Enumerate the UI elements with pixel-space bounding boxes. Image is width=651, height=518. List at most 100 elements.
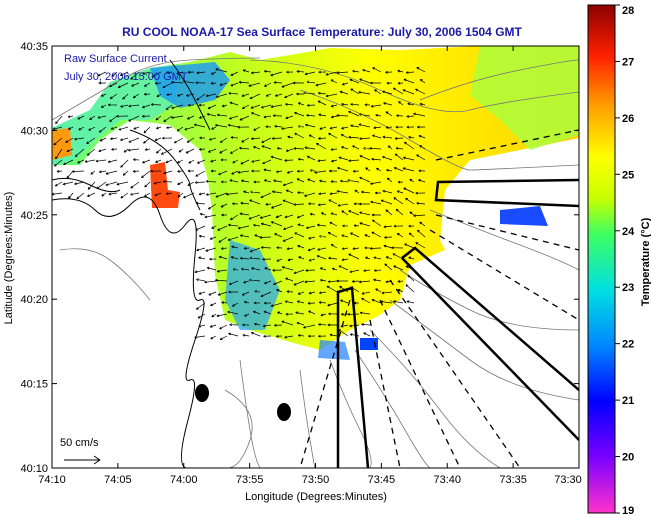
current-vector: [186, 93, 195, 97]
colorbar-tick-label: 27: [622, 56, 634, 68]
current-vector: [232, 302, 239, 307]
current-vector: [221, 213, 227, 217]
current-vector: [308, 202, 316, 206]
current-vector: [341, 234, 349, 238]
current-vector: [273, 280, 283, 286]
current-vector: [166, 93, 173, 96]
current-vector: [78, 126, 85, 131]
current-vector: [275, 170, 283, 174]
current-vector: [241, 93, 250, 97]
current-vector: [218, 170, 228, 176]
current-vector: [271, 203, 283, 209]
current-vector: [219, 324, 228, 330]
current-vector: [347, 179, 360, 183]
current-vector: [144, 82, 151, 87]
current-vector: [348, 210, 360, 216]
current-vector: [98, 126, 107, 133]
current-vector: [216, 113, 228, 117]
current-vector: [402, 89, 415, 95]
current-vector: [100, 93, 107, 97]
current-vector: [97, 71, 107, 77]
current-vector: [127, 148, 140, 152]
current-vector: [261, 137, 272, 144]
current-vector: [243, 190, 250, 194]
current-label-line1: Raw Surface Current: [64, 53, 167, 65]
current-vector: [74, 148, 85, 157]
current-vector: [241, 104, 250, 110]
lat-tick-label: 40:10: [20, 463, 48, 475]
current-vector: [285, 277, 294, 282]
current-vector: [330, 79, 338, 84]
colorbar-ticks: 28 27 26 25 24 23 22 21 20 19: [615, 4, 635, 517]
current-vector: [142, 159, 151, 164]
colorbar-tick-label: 24: [622, 226, 635, 238]
current-vector: [396, 190, 404, 194]
current-vector: [363, 332, 371, 337]
current-vector: [109, 82, 118, 88]
current-vector: [240, 267, 250, 271]
current-vector: [270, 155, 283, 161]
current-vector: [328, 312, 338, 316]
current-vector: [286, 170, 294, 174]
current-vector: [209, 257, 217, 261]
current-vector: [208, 137, 217, 141]
lat-tick-label: 40:35: [20, 41, 48, 53]
current-vector: [77, 115, 85, 120]
current-vector: [307, 178, 316, 183]
current-vector: [110, 126, 118, 130]
latitude-ticks: 40:35 40:30 40:25 40:20 40:15 40:10: [20, 41, 579, 475]
current-vector: [348, 135, 360, 139]
current-vector: [358, 123, 371, 128]
current-vector: [228, 290, 239, 294]
traffic-separation-lines: [299, 129, 579, 468]
current-vector: [350, 232, 360, 238]
current-vector: [144, 181, 151, 188]
current-vector: [276, 334, 283, 338]
current-vector: [337, 166, 349, 172]
current-vector: [220, 180, 228, 184]
current-vector: [336, 114, 349, 117]
current-vector: [230, 256, 239, 260]
current-vector: [371, 157, 382, 161]
current-vector: [369, 246, 382, 250]
current-vector: [218, 255, 228, 260]
shoal-marker-2: [277, 403, 291, 421]
current-vector: [359, 176, 371, 183]
current-vector: [217, 225, 228, 231]
lon-tick-label: 73:50: [302, 474, 330, 486]
current-vector: [359, 211, 371, 216]
current-vector: [229, 101, 239, 106]
current-vector: [274, 323, 283, 327]
current-vector: [325, 71, 338, 76]
current-vector: [296, 214, 305, 219]
shoal-marker-1: [195, 384, 209, 402]
current-vector: [177, 192, 184, 198]
current-vector: [120, 137, 129, 141]
current-vector: [293, 203, 305, 206]
current-vector: [328, 199, 338, 205]
current-vector: [358, 280, 371, 284]
current-vector: [249, 256, 261, 260]
current-vector: [237, 125, 250, 129]
current-vector: [62, 181, 74, 186]
current-vector: [232, 268, 239, 271]
current-vector: [318, 192, 327, 196]
current-vector: [171, 115, 184, 119]
current-vector: [254, 290, 261, 293]
current-vector: [89, 115, 96, 121]
current-vector: [263, 334, 272, 338]
current-vector: [198, 256, 206, 260]
current-vector: [165, 104, 173, 111]
current-vector: [409, 211, 415, 216]
current-vector: [326, 285, 338, 293]
current-vector: [376, 167, 382, 172]
current-vector: [249, 278, 261, 282]
current-vector: [107, 103, 118, 107]
current-vector: [194, 335, 206, 339]
current-vector: [292, 81, 305, 85]
current-vector: [239, 234, 250, 238]
current-vector: [176, 126, 184, 132]
current-vector: [275, 214, 283, 218]
current-vector: [88, 126, 96, 131]
current-vector: [330, 148, 338, 151]
